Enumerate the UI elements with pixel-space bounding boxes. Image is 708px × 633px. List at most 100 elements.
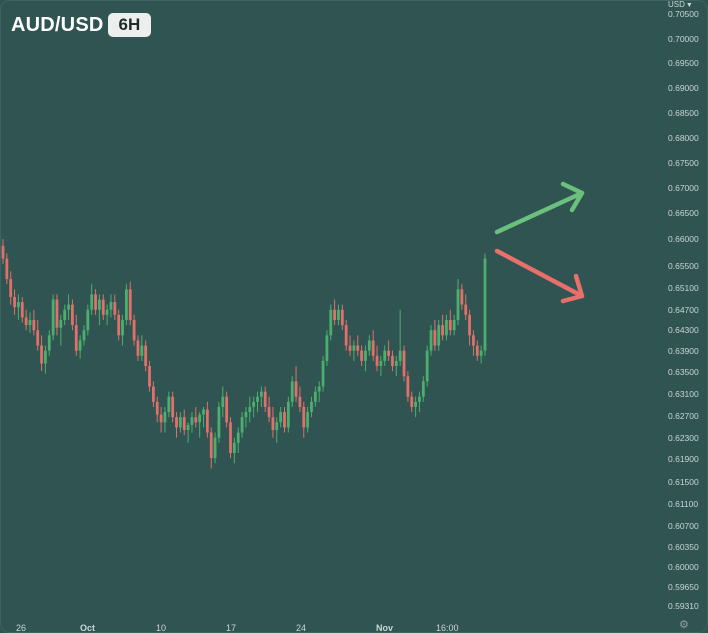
candle-100 xyxy=(387,340,390,361)
candle-38 xyxy=(148,360,151,392)
candle-31 xyxy=(121,314,124,346)
candle-3 xyxy=(13,289,16,315)
gear-icon[interactable]: ⚙ xyxy=(679,619,689,631)
candle-117 xyxy=(452,314,456,336)
candle-58 xyxy=(225,391,229,428)
candle-118 xyxy=(456,279,460,326)
candle-56 xyxy=(217,401,221,443)
candle-60 xyxy=(232,437,236,464)
candle-95 xyxy=(367,335,371,356)
candle-21 xyxy=(82,325,86,346)
symbol-label[interactable]: AUD/USD xyxy=(11,13,104,36)
candle-7 xyxy=(28,312,32,333)
candle-73 xyxy=(283,406,286,433)
candle-107 xyxy=(414,396,417,418)
candle-88 xyxy=(340,304,344,331)
candle-115 xyxy=(445,314,448,341)
x-tick-label: 24 xyxy=(296,623,306,633)
candle-112 xyxy=(433,319,437,351)
chart-header: AUD/USD 6H xyxy=(11,13,152,37)
x-tick-label: 17 xyxy=(226,623,236,633)
candle-96 xyxy=(371,330,375,361)
candle-86 xyxy=(333,299,337,326)
candle-79 xyxy=(306,406,310,433)
candle-87 xyxy=(337,304,340,326)
candle-122 xyxy=(472,330,475,356)
y-tick-label: 0.60700 xyxy=(668,521,699,531)
y-tick-label: 0.60350 xyxy=(668,542,699,552)
y-tick-label: 0.66000 xyxy=(668,234,699,244)
candle-121 xyxy=(468,309,471,346)
candle-106 xyxy=(410,391,414,413)
candle-42 xyxy=(163,406,167,433)
candle-11 xyxy=(44,345,47,374)
candle-116 xyxy=(448,309,452,336)
up-arrow xyxy=(494,181,585,235)
y-tick-label: 0.65500 xyxy=(668,261,699,271)
candle-52 xyxy=(202,406,205,428)
candle-72 xyxy=(279,406,283,428)
candle-65 xyxy=(252,396,256,418)
candle-68 xyxy=(263,386,267,413)
y-tick-label: 0.64300 xyxy=(668,325,699,335)
y-tick-label: 0.67500 xyxy=(668,158,699,168)
candle-110 xyxy=(425,345,429,387)
candle-10 xyxy=(40,335,43,372)
candle-44 xyxy=(171,391,175,423)
candle-94 xyxy=(364,345,367,372)
y-tick-label: 0.61900 xyxy=(668,454,699,464)
candle-23 xyxy=(90,284,94,315)
currency-label: USD xyxy=(668,0,685,9)
candle-66 xyxy=(256,391,259,413)
candle-91 xyxy=(352,340,356,361)
candle-29 xyxy=(113,294,117,320)
candle-26 xyxy=(101,294,105,320)
candle-28 xyxy=(109,294,113,318)
candle-54 xyxy=(209,427,213,469)
candle-84 xyxy=(325,330,329,367)
candle-47 xyxy=(182,409,186,436)
candle-53 xyxy=(205,401,209,438)
y-tick-label: 0.70500 xyxy=(668,9,699,19)
candle-35 xyxy=(136,335,140,361)
candle-108 xyxy=(418,391,421,413)
candle-39 xyxy=(151,381,155,407)
y-tick-label: 0.69000 xyxy=(668,83,699,93)
candle-59 xyxy=(229,417,232,459)
candle-114 xyxy=(441,314,444,341)
candle-57 xyxy=(221,386,225,418)
candle-20 xyxy=(78,335,82,359)
candle-71 xyxy=(275,417,279,443)
time-axis: 26 Oct 10 17 24 Nov 16:00 xyxy=(16,623,459,633)
y-tick-label: 0.69500 xyxy=(668,58,699,68)
candle-40 xyxy=(155,396,159,423)
candle-76 xyxy=(294,366,298,402)
candle-74 xyxy=(286,396,290,433)
currency-selector[interactable]: USD▼ xyxy=(668,0,693,9)
candle-62 xyxy=(240,412,244,438)
candle-2 xyxy=(9,271,13,305)
y-tick-label: 0.63900 xyxy=(668,346,699,356)
candle-33 xyxy=(128,281,132,326)
candle-99 xyxy=(383,345,387,367)
candle-101 xyxy=(391,350,394,372)
candle-124 xyxy=(479,345,483,364)
candle-69 xyxy=(267,396,271,423)
candle-25 xyxy=(98,294,101,326)
candle-41 xyxy=(159,406,163,433)
candle-30 xyxy=(117,309,121,341)
y-tick-label: 0.66500 xyxy=(668,208,699,218)
y-tick-label: 0.63100 xyxy=(668,389,699,399)
candle-32 xyxy=(124,284,128,326)
candle-123 xyxy=(475,340,479,361)
timeframe-badge[interactable]: 6H xyxy=(107,13,152,37)
candle-1 xyxy=(5,253,9,285)
candle-14 xyxy=(55,294,59,336)
candle-22 xyxy=(86,304,90,336)
candle-45 xyxy=(175,412,178,438)
x-tick-label: 10 xyxy=(156,623,166,633)
y-tick-label: 0.59310 xyxy=(668,601,699,611)
candle-103 xyxy=(398,309,402,367)
